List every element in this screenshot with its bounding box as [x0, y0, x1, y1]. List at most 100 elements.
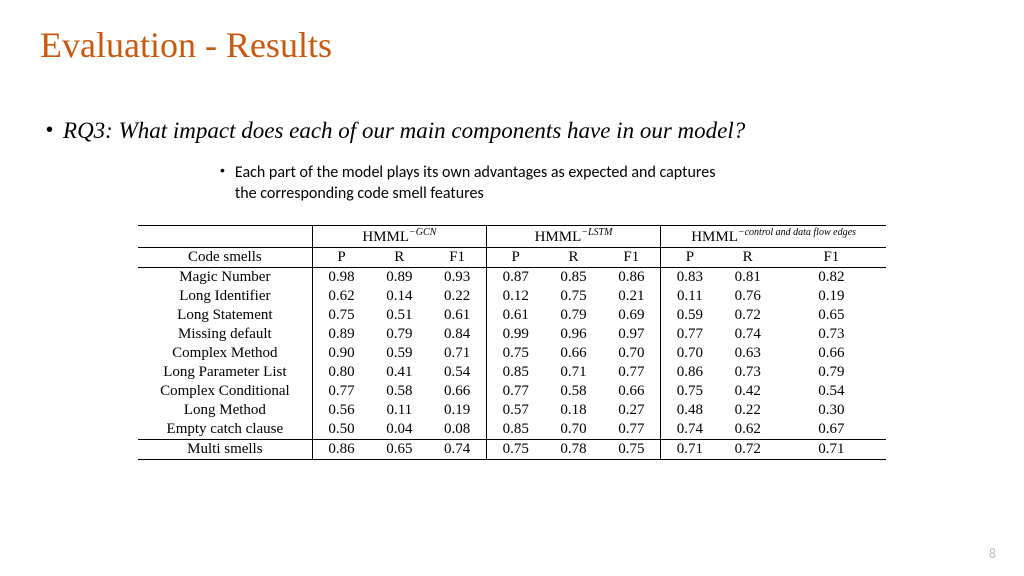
- table-cell: 0.41: [370, 363, 428, 382]
- group-header-gcn: HMML−GCN: [312, 226, 486, 248]
- table-cell: 0.76: [719, 287, 777, 306]
- table-cell: 0.75: [312, 306, 370, 325]
- table-cell: 0.72: [719, 440, 777, 460]
- table-cell: 0.89: [370, 268, 428, 288]
- table-cell: 0.85: [544, 268, 602, 288]
- table-cell: 0.79: [370, 325, 428, 344]
- table-cell: 0.77: [312, 382, 370, 401]
- table-cell: 0.56: [312, 401, 370, 420]
- table-cell: 0.80: [312, 363, 370, 382]
- table-cell: 0.67: [777, 420, 886, 440]
- sub-bullet-row: • Each part of the model plays its own a…: [220, 162, 984, 205]
- row-label: Missing default: [138, 325, 312, 344]
- table-cell: 0.77: [486, 382, 544, 401]
- row-label: Long Identifier: [138, 287, 312, 306]
- table-cell: 0.71: [777, 440, 886, 460]
- table-cell: 0.93: [428, 268, 486, 288]
- col-p: P: [661, 248, 719, 268]
- table-cell: 0.30: [777, 401, 886, 420]
- table-cell: 0.72: [719, 306, 777, 325]
- table-row: Long Statement0.750.510.610.610.790.690.…: [138, 306, 886, 325]
- table-cell: 0.70: [603, 344, 661, 363]
- table-cell: 0.19: [777, 287, 886, 306]
- table-cell: 0.59: [370, 344, 428, 363]
- table-cell: 0.77: [661, 325, 719, 344]
- table-cell: 0.79: [777, 363, 886, 382]
- col-f1: F1: [777, 248, 886, 268]
- table-cell: 0.77: [603, 420, 661, 440]
- table-cell: 0.58: [370, 382, 428, 401]
- table-cell: 0.71: [544, 363, 602, 382]
- table-cell: 0.73: [777, 325, 886, 344]
- table-cell: 0.65: [777, 306, 886, 325]
- table-header-groups: HMML−GCN HMML−LSTM HMML−control and data…: [138, 226, 886, 248]
- table-cell: 0.61: [428, 306, 486, 325]
- page-title: Evaluation - Results: [40, 24, 984, 66]
- table-cell: 0.11: [661, 287, 719, 306]
- group-header-lstm: HMML−LSTM: [486, 226, 660, 248]
- table-cell: 0.08: [428, 420, 486, 440]
- table-cell: 0.59: [661, 306, 719, 325]
- row-label: Multi smells: [138, 440, 312, 460]
- table-cell: 0.85: [486, 420, 544, 440]
- table-cell: 0.81: [719, 268, 777, 288]
- table-row: Long Method0.560.110.190.570.180.270.480…: [138, 401, 886, 420]
- table-cell: 0.71: [428, 344, 486, 363]
- table-cell: 0.66: [777, 344, 886, 363]
- col-r: R: [719, 248, 777, 268]
- table-cell: 0.79: [544, 306, 602, 325]
- table-row: Long Parameter List0.800.410.540.850.710…: [138, 363, 886, 382]
- table-cell: 0.54: [428, 363, 486, 382]
- table-row: Missing default0.890.790.840.990.960.970…: [138, 325, 886, 344]
- col-p: P: [486, 248, 544, 268]
- table-cell: 0.57: [486, 401, 544, 420]
- table-row: Complex Method0.900.590.710.750.660.700.…: [138, 344, 886, 363]
- group-header-flow: HMML−control and data flow edges: [661, 226, 886, 248]
- col-r: R: [370, 248, 428, 268]
- table-cell: 0.86: [312, 440, 370, 460]
- rq-row: • RQ3: What impact does each of our main…: [40, 116, 984, 146]
- table-cell: 0.96: [544, 325, 602, 344]
- table-cell: 0.18: [544, 401, 602, 420]
- table-cell: 0.75: [661, 382, 719, 401]
- table-cell: 0.11: [370, 401, 428, 420]
- table-cell: 0.12: [486, 287, 544, 306]
- table-cell: 0.84: [428, 325, 486, 344]
- row-label: Empty catch clause: [138, 420, 312, 440]
- row-label: Long Parameter List: [138, 363, 312, 382]
- table-header-metrics: Code smells P R F1 P R F1 P R F1: [138, 248, 886, 268]
- table-cell: 0.61: [486, 306, 544, 325]
- table-cell: 0.58: [544, 382, 602, 401]
- col-p: P: [312, 248, 370, 268]
- table-cell: 0.50: [312, 420, 370, 440]
- table-cell: 0.75: [486, 344, 544, 363]
- table-cell: 0.74: [428, 440, 486, 460]
- table-cell: 0.63: [719, 344, 777, 363]
- row-label: Complex Method: [138, 344, 312, 363]
- table-cell: 0.75: [486, 440, 544, 460]
- row-label: Complex Conditional: [138, 382, 312, 401]
- table-cell: 0.66: [428, 382, 486, 401]
- table-cell: 0.42: [719, 382, 777, 401]
- table-cell: 0.22: [428, 287, 486, 306]
- table-row: Complex Conditional0.770.580.660.770.580…: [138, 382, 886, 401]
- table-cell: 0.22: [719, 401, 777, 420]
- table-cell: 0.90: [312, 344, 370, 363]
- table-cell: 0.70: [661, 344, 719, 363]
- table-cell: 0.27: [603, 401, 661, 420]
- table-cell: 0.66: [603, 382, 661, 401]
- row-label: Long Method: [138, 401, 312, 420]
- table-cell: 0.04: [370, 420, 428, 440]
- table-cell: 0.99: [486, 325, 544, 344]
- row-label: Magic Number: [138, 268, 312, 288]
- col-code-smells: Code smells: [138, 248, 312, 268]
- col-f1: F1: [428, 248, 486, 268]
- bullet-icon: •: [220, 162, 225, 205]
- table-cell: 0.71: [661, 440, 719, 460]
- results-table-wrap: HMML−GCN HMML−LSTM HMML−control and data…: [138, 225, 886, 460]
- table-cell: 0.77: [603, 363, 661, 382]
- sub-text: Each part of the model plays its own adv…: [235, 162, 735, 205]
- table-cell: 0.51: [370, 306, 428, 325]
- table-cell: 0.66: [544, 344, 602, 363]
- table-row: Multi smells0.860.650.740.750.780.750.71…: [138, 440, 886, 460]
